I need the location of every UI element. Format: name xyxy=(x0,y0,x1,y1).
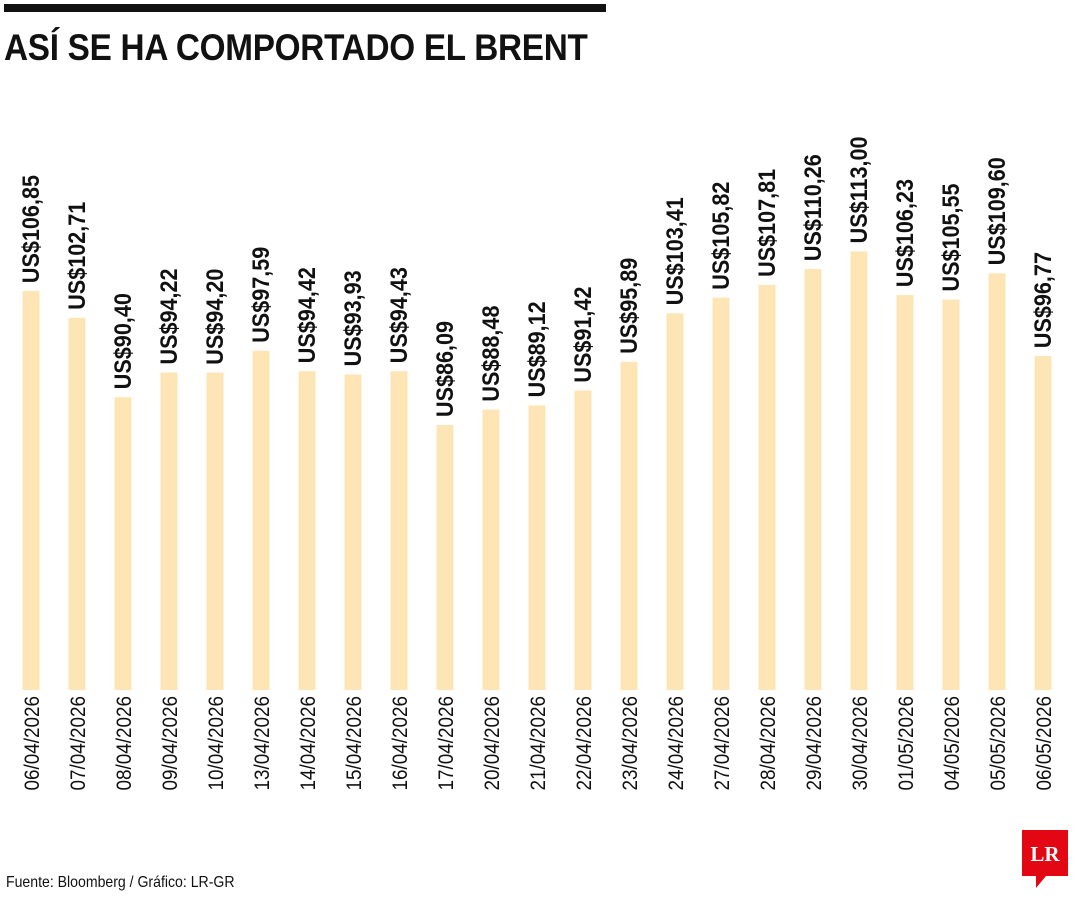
bar-24/04/2026 xyxy=(666,313,684,690)
bar-15/04/2026 xyxy=(344,374,362,690)
date-label: 16/04/2026 xyxy=(389,696,412,791)
date-labels-group: 06/04/2026 07/04/2026 08/04/2026 09/04/2026… xyxy=(21,696,1056,791)
value-label: US$107,81 xyxy=(753,169,780,277)
date-label: 30/04/2026 xyxy=(849,696,872,791)
date-label: 05/05/2026 xyxy=(987,696,1010,791)
logo-badge-shape xyxy=(1022,830,1068,888)
bar-20/04/2026 xyxy=(482,409,500,690)
logo-text: LR xyxy=(1030,842,1060,866)
value-label: US$88,48 xyxy=(477,306,504,402)
lr-logo: LR xyxy=(1022,830,1068,888)
bar-06/05/2026 xyxy=(1034,356,1052,690)
date-label: 04/05/2026 xyxy=(941,696,964,791)
bar-07/04/2026 xyxy=(68,317,86,690)
value-label: US$93,93 xyxy=(339,270,366,366)
value-label: US$94,22 xyxy=(155,268,182,364)
date-label: 06/05/2026 xyxy=(1033,696,1056,791)
value-label: US$90,40 xyxy=(109,293,136,389)
date-label: 28/04/2026 xyxy=(757,696,780,791)
date-label: 09/04/2026 xyxy=(159,696,182,791)
value-label: US$95,89 xyxy=(615,258,642,354)
bar-21/04/2026 xyxy=(528,405,546,690)
bar-30/04/2026 xyxy=(850,251,868,690)
value-label: US$94,43 xyxy=(385,267,412,363)
value-label: US$91,42 xyxy=(569,287,596,383)
bar-17/04/2026 xyxy=(436,425,454,690)
value-labels-group: US$106,85 US$102,71 US$90,40 US$94,22 US$94,… xyxy=(17,137,1056,417)
date-label: 27/04/2026 xyxy=(711,696,734,791)
value-label: US$102,71 xyxy=(63,201,90,309)
bar-10/04/2026 xyxy=(206,372,224,690)
bar-09/04/2026 xyxy=(160,372,178,690)
date-label: 01/05/2026 xyxy=(895,696,918,791)
value-label: US$106,85 xyxy=(17,175,44,283)
top-rule xyxy=(4,4,606,12)
date-label: 24/04/2026 xyxy=(665,696,688,791)
bar-05/05/2026 xyxy=(988,273,1006,690)
bar-28/04/2026 xyxy=(758,284,776,690)
value-label: US$110,26 xyxy=(799,154,826,261)
bar-23/04/2026 xyxy=(620,361,638,690)
value-label: US$105,82 xyxy=(707,182,734,290)
bar-29/04/2026 xyxy=(804,269,822,690)
date-label: 21/04/2026 xyxy=(527,696,550,791)
chart-title: ASÍ SE HA COMPORTADO EL BRENT xyxy=(4,27,588,68)
bar-22/04/2026 xyxy=(574,390,592,690)
date-label: 10/04/2026 xyxy=(205,696,228,791)
bars-group xyxy=(22,251,1052,690)
bar-08/04/2026 xyxy=(114,397,132,690)
value-label: US$97,59 xyxy=(247,247,274,343)
date-label: 29/04/2026 xyxy=(803,696,826,791)
date-label: 15/04/2026 xyxy=(343,696,366,791)
date-label: 07/04/2026 xyxy=(67,696,90,791)
value-label: US$96,77 xyxy=(1029,252,1056,348)
bar-27/04/2026 xyxy=(712,297,730,690)
bar-chart: US$106,85 US$102,71 US$90,40 US$94,22 US$94,… xyxy=(17,137,1056,791)
date-label: 14/04/2026 xyxy=(297,696,320,791)
bar-04/05/2026 xyxy=(942,299,960,690)
date-label: 20/04/2026 xyxy=(481,696,504,791)
value-label: US$113,00 xyxy=(845,137,872,244)
bar-01/05/2026 xyxy=(896,295,914,690)
value-label: US$106,23 xyxy=(891,179,918,287)
date-label: 08/04/2026 xyxy=(113,696,136,791)
bar-13/04/2026 xyxy=(252,350,270,690)
source-note: Fuente: Bloomberg / Gráfico: LR-GR xyxy=(6,874,235,891)
value-label: US$103,41 xyxy=(661,197,688,305)
bar-16/04/2026 xyxy=(390,371,408,690)
date-label: 13/04/2026 xyxy=(251,696,274,791)
value-label: US$89,12 xyxy=(523,301,550,397)
value-label: US$109,60 xyxy=(983,157,1010,265)
date-label: 17/04/2026 xyxy=(435,696,458,791)
value-label: US$94,42 xyxy=(293,267,320,363)
date-label: 22/04/2026 xyxy=(573,696,596,791)
bar-06/04/2026 xyxy=(22,291,40,690)
bar-14/04/2026 xyxy=(298,371,316,690)
date-label: 06/04/2026 xyxy=(21,696,44,791)
value-label: US$86,09 xyxy=(431,321,458,417)
date-label: 23/04/2026 xyxy=(619,696,642,791)
value-label: US$105,55 xyxy=(937,183,964,291)
value-label: US$94,20 xyxy=(201,269,228,365)
